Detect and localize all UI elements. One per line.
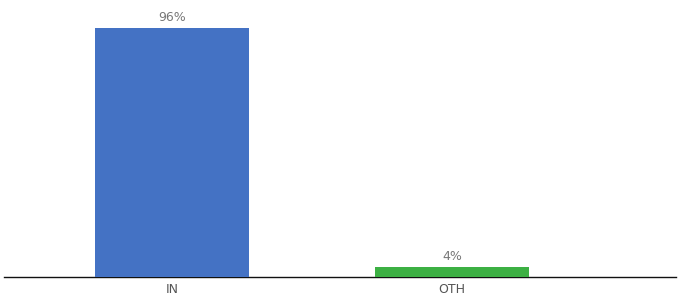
Bar [95,28,249,277]
Text: 4%: 4% [442,250,462,263]
Bar [375,267,529,277]
Text: 96%: 96% [158,11,186,24]
